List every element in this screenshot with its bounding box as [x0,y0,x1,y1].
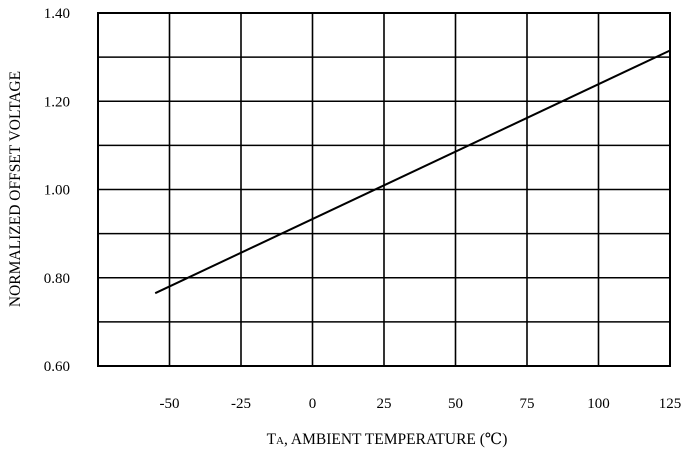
series-line [154,49,671,295]
y-tick-labels: 0.60 0.80 1.00 1.20 1.40 [44,6,70,375]
y-tick-label: 0.60 [44,359,70,375]
y-tick-label: 0.80 [44,271,70,287]
x-tick-label: 75 [520,396,535,412]
x-tick-label: -25 [231,396,251,412]
series-layer [154,49,671,295]
x-axis-label-main: T [267,431,277,448]
x-tick-label: 125 [659,396,682,412]
x-tick-label: 50 [448,396,463,412]
plot-frame [97,12,671,367]
x-tick-label: 0 [309,396,317,412]
x-tick-label: -50 [160,396,180,412]
y-tick-label: 1.20 [44,94,70,110]
grid-lines [98,13,670,366]
x-tick-labels: -50 -25 0 25 50 75 100 125 [160,396,682,412]
y-axis-label: NORMALIZED OFFSET VOLTAGE [7,71,24,307]
x-tick-label: 25 [377,396,392,412]
y-tick-label: 1.00 [44,183,70,199]
x-tick-label: 100 [587,396,610,412]
x-axis-label: TA, AMBIENT TEMPERATURE (℃) [267,431,508,448]
x-axis-label-subscript: A [276,435,284,447]
x-axis-label-rest: , AMBIENT TEMPERATURE (℃) [284,431,507,448]
y-tick-label: 1.40 [44,6,70,22]
